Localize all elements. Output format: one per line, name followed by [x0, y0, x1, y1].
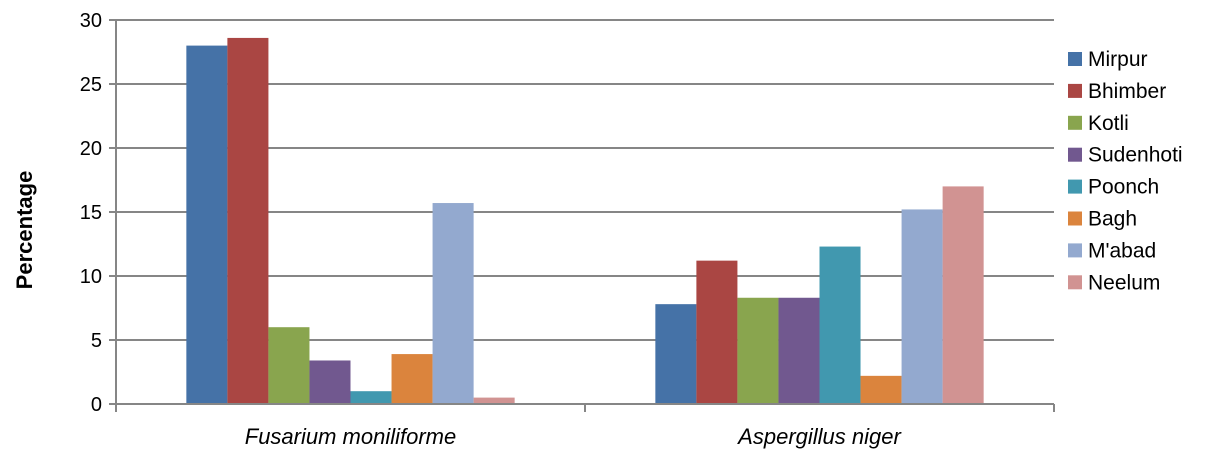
bar	[186, 45, 228, 404]
category-labels: Fusarium moniliforme Aspergillus niger	[245, 424, 903, 449]
legend: Mirpur Bhimber Kotli Sudenhoti Poonch Bagh M'a…	[1068, 48, 1183, 294]
y-tick-label: 10	[80, 266, 102, 288]
bar	[819, 246, 861, 404]
bar	[778, 297, 820, 404]
bar	[901, 209, 943, 404]
y-tick-label: 25	[80, 74, 102, 96]
y-tick-label: 0	[91, 394, 102, 416]
legend-label: Sudenhoti	[1088, 144, 1183, 167]
category-label: Fusarium moniliforme	[245, 424, 457, 449]
bar	[227, 37, 269, 405]
legend-swatch	[1068, 115, 1082, 130]
legend-swatch	[1068, 147, 1082, 162]
legend-label: Bagh	[1088, 208, 1137, 231]
legend-swatch	[1068, 211, 1082, 226]
y-tick-label: 20	[80, 138, 102, 160]
legend-swatch	[1068, 179, 1082, 194]
gridlines	[116, 19, 1054, 341]
bar	[737, 297, 779, 404]
category-label: Aspergillus niger	[736, 424, 902, 449]
legend-label: M'abad	[1088, 239, 1156, 262]
legend-label: Neelum	[1088, 271, 1160, 294]
bar	[268, 327, 310, 404]
bar	[860, 375, 902, 404]
y-tick-labels: 0 5 10 15 20 25 30	[80, 10, 102, 416]
bar	[696, 260, 738, 404]
legend-label: Bhimber	[1088, 80, 1166, 103]
bar	[655, 304, 697, 404]
bar	[942, 186, 984, 404]
bar	[350, 391, 392, 404]
legend-swatch	[1068, 83, 1082, 98]
bar	[391, 354, 433, 404]
bar	[432, 203, 474, 404]
bar	[309, 360, 351, 404]
legend-swatch	[1068, 275, 1082, 290]
legend-label: Mirpur	[1088, 48, 1148, 71]
bars-group	[186, 37, 984, 405]
y-tick-label: 30	[80, 10, 102, 32]
axes	[109, 19, 1055, 412]
legend-label: Poonch	[1088, 176, 1159, 199]
y-axis-label: Percentage	[12, 171, 37, 290]
y-tick-label: 15	[80, 202, 102, 224]
legend-label: Kotli	[1088, 112, 1129, 135]
y-tick-label: 5	[91, 330, 102, 352]
legend-swatch	[1068, 243, 1082, 258]
bar	[473, 397, 515, 404]
legend-swatch	[1068, 52, 1082, 66]
